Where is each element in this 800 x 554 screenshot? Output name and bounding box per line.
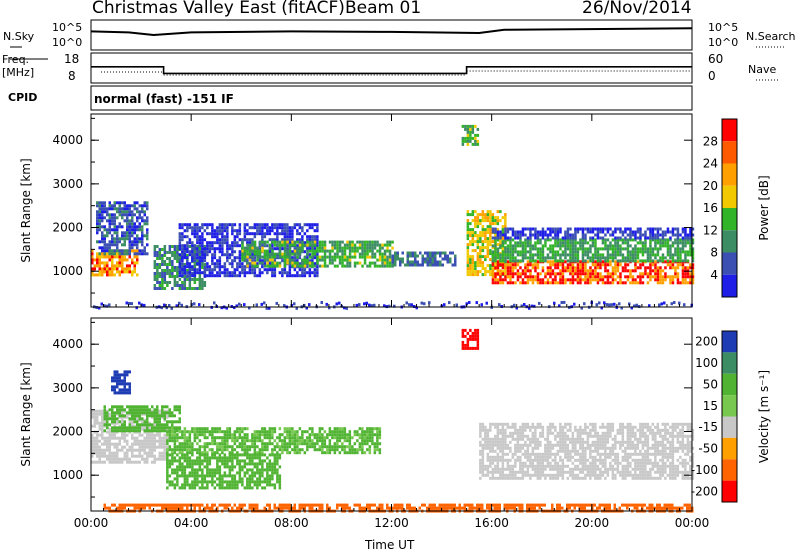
velocity-ytick-label-3: 4000	[52, 337, 83, 351]
power-colorbar-swatch-1	[722, 141, 737, 163]
power-colorbar-tick-3: 16	[703, 201, 718, 215]
freq-tick-top: 18	[64, 52, 79, 66]
cpid-label: CPID	[8, 91, 37, 104]
velocity-colorbar-swatch-1	[722, 352, 737, 373]
velocity-region-7	[111, 370, 131, 394]
nave-tick-top: 60	[708, 52, 723, 66]
power-colorbar-tick-2: 20	[703, 179, 718, 193]
cpid-value: normal (fast) -151 IF	[94, 92, 234, 106]
velocity-colorbar-swatch-5	[722, 438, 737, 459]
nsky-tick-top: 10^5	[52, 21, 82, 34]
x-axis-title: Time UT	[365, 538, 414, 552]
velocity-colorbar-tick-2: 50	[703, 377, 718, 391]
velocity-colorbar-tick-3: 15	[703, 399, 718, 413]
velocity-colorbar-swatch-0	[722, 331, 737, 352]
power-colorbar-swatch-0	[722, 119, 737, 141]
power-ytick-label-3: 4000	[52, 133, 83, 147]
velocity-colorbar-tick-1: 100	[695, 356, 718, 370]
power-colorbar-swatch-4	[722, 208, 737, 230]
power-ytick-label-2: 3000	[52, 177, 83, 191]
power-colorbar-tick-1: 24	[703, 157, 718, 171]
freq-trace	[91, 67, 692, 74]
x-tick-label-1: 04:00	[174, 516, 209, 530]
velocity-colorbar-swatch-6	[722, 459, 737, 480]
power-colorbar-tick-6: 4	[710, 268, 718, 282]
velocity-colorbar-tick-0: 200	[695, 335, 718, 349]
power-colorbar-swatch-6	[722, 253, 737, 275]
nave-label: Nave	[748, 63, 776, 76]
nsky-tick-bottom: 10^0	[52, 36, 82, 49]
nave-tick-bottom: 0	[708, 69, 716, 83]
velocity-colorbar-swatch-2	[722, 374, 737, 395]
velocity-ylabel: Slant Range [km]	[19, 362, 33, 466]
velocity-ytick-label-2: 3000	[52, 381, 83, 395]
nsearch-tick-bottom: 10^0	[708, 36, 738, 49]
velocity-colorbar-swatch-4	[722, 417, 737, 438]
date-label: 26/Nov/2014	[582, 0, 692, 18]
x-tick-label-4: 16:00	[474, 516, 509, 530]
x-tick-label-3: 12:00	[374, 516, 409, 530]
velocity-colorbar-swatch-3	[722, 395, 737, 416]
power-ylabel: Slant Range [km]	[19, 158, 33, 262]
power-ytick-label-0: 1000	[52, 264, 83, 278]
velocity-ytick-label-0: 1000	[52, 468, 83, 482]
power-colorbar-swatch-3	[722, 186, 737, 208]
power-colorbar-swatch-2	[722, 164, 737, 186]
nsearch-tick-top: 10^5	[708, 21, 738, 34]
velocity-colorbar-tick-5: -50	[698, 442, 718, 456]
x-tick-label-2: 08:00	[274, 516, 309, 530]
velocity-colorbar-label: Velocity [m s⁻¹]	[757, 370, 771, 463]
velocity-panel-bg	[91, 318, 692, 511]
power-colorbar-swatch-7	[722, 275, 737, 297]
power-ytick-label-1: 2000	[52, 221, 83, 235]
plot-title: Christmas Valley East (fitACF)	[92, 0, 345, 18]
x-tick-label-5: 20:00	[575, 516, 610, 530]
velocity-colorbar-tick-7: -200	[691, 484, 718, 498]
velocity-colorbar-tick-6: -100	[691, 463, 718, 477]
x-tick-label-6: 00:00	[675, 516, 710, 530]
freq-label-2: [MHz]	[2, 66, 34, 79]
x-tick-label-0: 00:00	[74, 516, 109, 530]
nsky-label: N.Sky	[3, 30, 34, 43]
power-colorbar-tick-0: 28	[703, 134, 718, 148]
power-colorbar-label: Power [dB]	[757, 175, 771, 240]
power-colorbar-tick-4: 12	[703, 223, 718, 237]
power-colorbar-swatch-5	[722, 230, 737, 252]
freq-panel-frame	[91, 53, 692, 83]
velocity-colorbar-tick-4: -15	[698, 420, 718, 434]
beam-label: Beam 01	[345, 0, 421, 18]
nsky-trace	[91, 28, 692, 35]
power-colorbar-tick-5: 8	[710, 246, 718, 260]
nsearch-label: N.Search	[746, 30, 796, 43]
freq-label-1: Freq.	[2, 53, 29, 66]
velocity-colorbar-swatch-7	[722, 481, 737, 502]
freq-tick-bottom: 8	[68, 69, 76, 83]
nsky-panel-frame	[91, 20, 692, 50]
velocity-ytick-label-1: 2000	[52, 425, 83, 439]
